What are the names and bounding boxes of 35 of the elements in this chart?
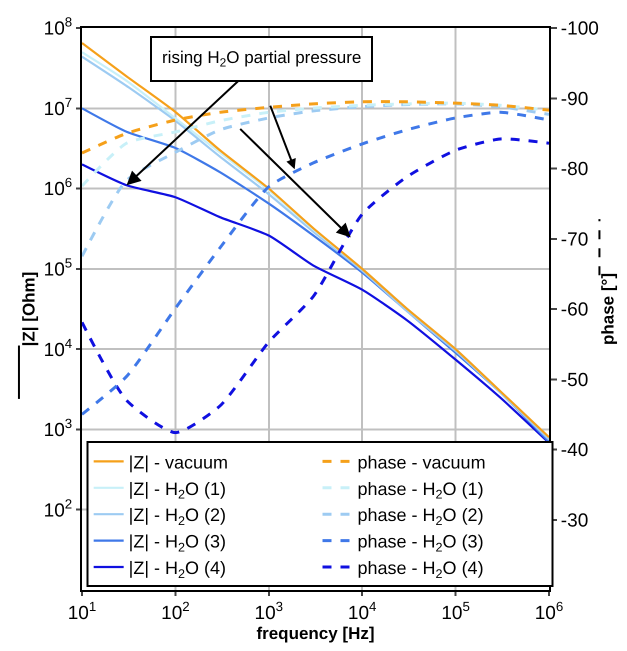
y-tick-label: 10$^{6}$ bbox=[44, 175, 72, 200]
y-tick-label: 10$^{4}$ bbox=[44, 336, 72, 361]
legend-label: |Z| - H$_{2}$O (4) bbox=[128, 558, 226, 581]
legend-label: |Z| - vacuum bbox=[128, 452, 228, 472]
x-tick-label: 10$^{5}$ bbox=[441, 598, 470, 624]
x-tick-label: 10$^{6}$ bbox=[534, 598, 564, 624]
y-tick-label: 10$^{7}$ bbox=[44, 94, 72, 120]
annotation: rising H$_{2}$O partial pressure bbox=[162, 48, 362, 70]
x-tick-label: 10$^{1}$ bbox=[68, 598, 96, 624]
y2-tick-label: -50 bbox=[560, 370, 588, 391]
y-tick-label: 10$^{8}$ bbox=[44, 14, 72, 40]
y2-tick-label: -100 bbox=[560, 18, 599, 40]
x-tick-label: 10$^{2}$ bbox=[161, 598, 190, 624]
y2-tick-label: -90 bbox=[560, 88, 588, 110]
legend-label: phase - H$_{2}$O (1) bbox=[358, 478, 484, 502]
legend-label: |Z| - H$_{2}$O (2) bbox=[128, 505, 226, 528]
legend-label: |Z| - H$_{2}$O (1) bbox=[128, 478, 226, 502]
x-tick-label: 10$^{3}$ bbox=[254, 598, 284, 624]
legend-label: phase - vacuum bbox=[358, 452, 486, 472]
y-tick-label: 10$^{5}$ bbox=[44, 256, 72, 281]
y2-tick-label: -80 bbox=[560, 159, 588, 180]
y2-tick-label: -60 bbox=[560, 300, 588, 321]
y-tick-label: 10$^{3}$ bbox=[44, 416, 72, 442]
legend-label: phase - H$_{2}$O (2) bbox=[358, 505, 484, 528]
y2-tick-label: -30 bbox=[560, 510, 588, 532]
y-axis-title: |Z| [Ohm] bbox=[20, 272, 39, 346]
legend-label: |Z| - H$_{2}$O (3) bbox=[128, 532, 226, 554]
legend-label: phase - H$_{2}$O (4) bbox=[358, 558, 484, 581]
legend-label: phase - H$_{2}$O (3) bbox=[358, 532, 484, 554]
y-tick-label: 10$^{2}$ bbox=[44, 496, 72, 522]
x-tick-label: 10$^{4}$ bbox=[348, 598, 376, 624]
y2-axis-title: phase [°] bbox=[598, 273, 618, 345]
x-axis-title: frequency [Hz] bbox=[256, 624, 375, 643]
y2-tick-label: -40 bbox=[560, 440, 588, 462]
y2-tick-label: -70 bbox=[560, 229, 588, 250]
